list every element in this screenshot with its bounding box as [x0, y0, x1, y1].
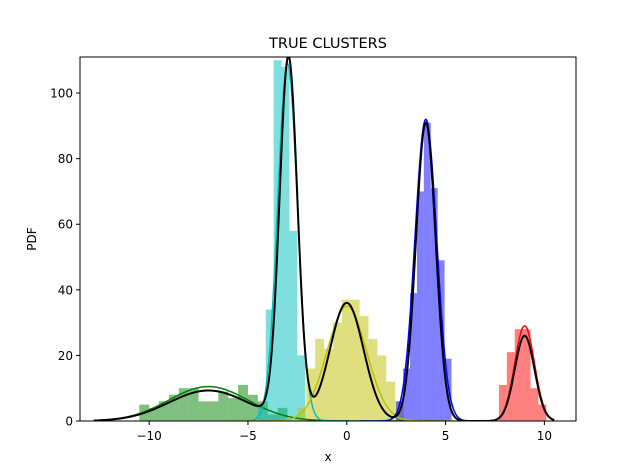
chart-title: TRUE CLUSTERS [268, 36, 387, 52]
x-tick-label: 10 [537, 429, 552, 443]
y-tick-label: 60 [58, 218, 73, 232]
y-axis-label: PDF [25, 227, 39, 250]
x-tick-label: 0 [343, 429, 351, 443]
histogram-bar [522, 329, 531, 421]
histogram-bar [257, 404, 266, 421]
histogram-bar [423, 122, 431, 421]
histogram-bar [514, 329, 523, 421]
histogram-bar [368, 339, 378, 421]
histogram-bar [530, 388, 539, 421]
x-tick-label: 5 [442, 429, 450, 443]
x-axis: −10 −5 0 5 10 [136, 421, 552, 443]
histogram-bar [168, 394, 179, 421]
histogram-bar [410, 293, 417, 421]
histogram-bar [188, 388, 199, 421]
histogram-bar [178, 388, 189, 421]
histogram-bar [228, 398, 239, 421]
histogram-bar [289, 230, 298, 421]
axes-frame [79, 56, 577, 422]
histogram-bar [159, 401, 169, 421]
histogram-bar [350, 299, 360, 421]
histogram-bar [238, 384, 248, 421]
histogram-bar [332, 322, 342, 421]
histogram-bar [218, 391, 229, 421]
y-tick-label: 40 [58, 283, 73, 297]
histogram-bar [430, 188, 438, 421]
y-axis: 0 20 40 60 80 100 [50, 87, 80, 429]
histogram-bar [149, 407, 160, 421]
histogram-bar [198, 401, 209, 421]
y-tick-label: 100 [50, 87, 73, 101]
histogram-bar [403, 368, 411, 421]
histogram-bar [297, 407, 307, 421]
histogram-bar [247, 394, 258, 421]
histogram-bar [324, 348, 333, 421]
histogram-bar [208, 401, 219, 421]
component-curve-green [93, 385, 446, 421]
histogram-bar [386, 381, 396, 421]
plot-area [93, 57, 555, 421]
histogram-bar [444, 358, 452, 421]
histogram-bar [498, 384, 507, 421]
x-tick-label: −10 [136, 429, 161, 443]
y-tick-label: 0 [65, 415, 73, 429]
x-axis-label: x [324, 450, 331, 464]
mixture-curve [93, 57, 555, 421]
histogram-bar [538, 404, 547, 421]
y-tick-label: 20 [58, 349, 73, 363]
x-tick-label: −5 [239, 429, 257, 443]
histogram-bar [315, 339, 325, 421]
y-tick-label: 80 [58, 152, 73, 166]
histogram-bar [359, 316, 369, 421]
histogram-bar [281, 66, 290, 421]
histogram-bar [377, 355, 387, 421]
histogram-bar [297, 355, 306, 421]
histogram-bar [416, 191, 424, 421]
histogram-bar [341, 299, 351, 421]
